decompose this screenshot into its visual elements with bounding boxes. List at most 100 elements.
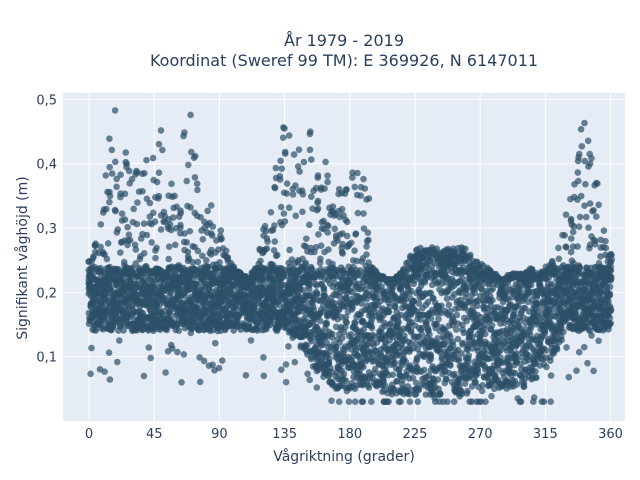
data-point [272, 164, 280, 172]
data-point [418, 330, 426, 338]
data-point [186, 227, 194, 235]
data-point [434, 376, 442, 383]
data-point [489, 297, 496, 304]
data-point [103, 205, 110, 213]
data-point [393, 378, 400, 385]
data-point [112, 207, 119, 215]
data-point [365, 259, 372, 266]
data-point [166, 307, 173, 315]
data-point [347, 331, 355, 338]
data-point [308, 156, 315, 163]
data-point [130, 205, 137, 213]
data-point [440, 341, 448, 349]
data-point [306, 146, 314, 154]
data-point [311, 273, 319, 280]
data-point [151, 218, 159, 225]
data-point [149, 154, 157, 162]
data-point [209, 223, 217, 230]
data-point [349, 169, 356, 176]
data-point [289, 191, 297, 198]
data-point [340, 370, 348, 378]
data-point [342, 377, 350, 385]
data-point [124, 241, 131, 249]
data-point [492, 371, 499, 379]
data-point [360, 363, 367, 371]
data-point [208, 273, 215, 280]
data-point [212, 265, 219, 273]
data-point [121, 190, 129, 198]
data-point [516, 285, 524, 293]
data-point [189, 259, 196, 266]
data-point [428, 244, 436, 251]
data-point [181, 129, 188, 136]
data-point [340, 267, 347, 274]
data-point [486, 316, 494, 323]
data-point [323, 221, 331, 229]
data-point [445, 301, 453, 309]
data-point [444, 274, 452, 282]
data-point [143, 231, 151, 239]
data-point [542, 347, 550, 354]
data-point [177, 224, 184, 231]
data-point [300, 158, 308, 166]
data-point [467, 251, 474, 259]
data-point [607, 320, 615, 327]
data-point [120, 327, 127, 334]
data-point [353, 257, 361, 265]
data-point [397, 311, 404, 319]
data-point [338, 205, 346, 213]
data-point [328, 368, 336, 376]
data-point [549, 305, 557, 313]
data-point [454, 335, 462, 343]
data-point [324, 172, 331, 179]
data-point [489, 285, 497, 293]
data-point [157, 127, 165, 134]
data-point [424, 298, 432, 306]
data-point [191, 152, 199, 160]
data-point [358, 300, 366, 307]
data-point [446, 333, 454, 341]
data-point [415, 385, 423, 393]
data-point [292, 212, 300, 220]
data-point [112, 158, 119, 166]
data-point [427, 289, 435, 297]
data-point [160, 218, 167, 225]
data-point [113, 175, 120, 183]
data-point [422, 272, 430, 279]
data-point [558, 336, 565, 344]
data-point [197, 214, 204, 221]
data-point [312, 243, 320, 251]
data-point [605, 326, 612, 333]
data-point [389, 371, 397, 379]
data-point [460, 329, 468, 337]
data-point [317, 242, 325, 249]
data-point [360, 175, 367, 183]
data-point [443, 246, 450, 254]
data-point [436, 346, 444, 354]
data-point [421, 366, 428, 374]
data-point [540, 327, 548, 335]
data-point [365, 384, 373, 391]
data-point [97, 221, 105, 228]
data-point [345, 280, 353, 287]
data-point [160, 208, 168, 216]
data-point [386, 321, 394, 328]
data-point [361, 185, 369, 192]
data-point [462, 245, 469, 253]
data-point [410, 266, 418, 274]
data-point [509, 312, 517, 320]
data-point [285, 204, 293, 211]
data-point [427, 352, 435, 360]
data-point [317, 255, 324, 263]
data-point [313, 288, 320, 296]
data-point [106, 188, 113, 196]
data-point [606, 291, 614, 299]
data-point [273, 251, 281, 259]
data-point [426, 331, 433, 338]
data-point [168, 180, 175, 188]
data-point [281, 218, 289, 225]
data-point [153, 178, 161, 186]
data-point [385, 308, 393, 316]
data-point [257, 257, 264, 265]
data-point [354, 169, 361, 177]
